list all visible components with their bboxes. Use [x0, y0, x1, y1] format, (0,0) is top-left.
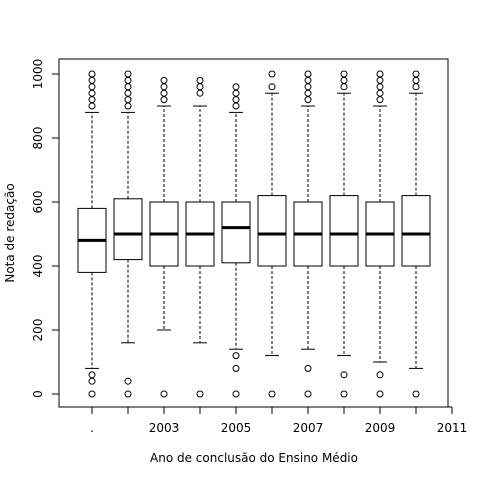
outlier-point: [160, 89, 168, 97]
outlier-point: [340, 371, 348, 379]
outlier-point: [340, 70, 348, 78]
box-group: [77, 70, 107, 398]
outlier-point: [124, 102, 132, 110]
outlier-point: [304, 390, 312, 398]
x-tick-label: 2003: [149, 421, 180, 435]
outlier-point: [124, 377, 132, 385]
outlier-point: [88, 83, 96, 91]
outlier-point: [88, 371, 96, 379]
y-tick-label: 800: [31, 127, 45, 150]
outlier-point: [304, 76, 312, 84]
box-group: [293, 70, 323, 398]
y-axis: 0 200 400 600 800 1000: [31, 59, 60, 398]
outlier-point: [124, 83, 132, 91]
outlier-point: [304, 89, 312, 97]
iqr-box: [113, 198, 143, 261]
x-tick-label: 2005: [221, 421, 252, 435]
outlier-point: [412, 83, 420, 91]
y-axis-title: Nota de redação: [3, 183, 17, 282]
outlier-point: [304, 96, 312, 104]
outlier-point: [304, 70, 312, 78]
outlier-point: [268, 70, 276, 78]
outlier-point: [88, 70, 96, 78]
outlier-point: [232, 352, 240, 360]
outlier-point: [88, 390, 96, 398]
box-group: [149, 76, 179, 398]
x-tick-label: 2011: [437, 421, 468, 435]
y-tick-label: 400: [31, 255, 45, 278]
box-group: [113, 70, 143, 398]
box-group: [329, 70, 359, 398]
x-axis-title: Ano de conclusão do Ensino Médio: [150, 451, 358, 465]
iqr-box: [257, 195, 287, 267]
outlier-point: [160, 83, 168, 91]
outlier-point: [88, 96, 96, 104]
outlier-point: [412, 390, 420, 398]
outlier-point: [376, 371, 384, 379]
outlier-point: [304, 83, 312, 91]
y-tick-label: 600: [31, 191, 45, 214]
box-group: [221, 83, 251, 398]
outlier-point: [304, 364, 312, 372]
outlier-point: [160, 390, 168, 398]
outlier-point: [88, 102, 96, 110]
outlier-point: [412, 76, 420, 84]
outlier-point: [268, 83, 276, 91]
outlier-point: [88, 76, 96, 84]
outlier-point: [268, 390, 276, 398]
outlier-point: [88, 89, 96, 97]
x-tick-label: 2009: [365, 421, 396, 435]
boxes-layer: [77, 70, 431, 398]
outlier-point: [340, 83, 348, 91]
iqr-box: [221, 201, 251, 264]
outlier-point: [376, 70, 384, 78]
box-group: [401, 70, 431, 398]
outlier-point: [376, 96, 384, 104]
outlier-point: [376, 76, 384, 84]
outlier-point: [232, 83, 240, 91]
outlier-point: [340, 390, 348, 398]
box-group: [365, 70, 395, 398]
outlier-point: [124, 70, 132, 78]
outlier-point: [196, 76, 204, 84]
iqr-box: [401, 195, 431, 267]
outlier-point: [376, 89, 384, 97]
outlier-point: [232, 364, 240, 372]
outlier-point: [124, 390, 132, 398]
outlier-point: [196, 390, 204, 398]
outlier-point: [160, 76, 168, 84]
y-tick-label: 200: [31, 319, 45, 342]
outlier-point: [232, 390, 240, 398]
box-group: [257, 70, 287, 398]
outlier-point: [196, 89, 204, 97]
outlier-point: [376, 390, 384, 398]
outlier-point: [160, 96, 168, 104]
x-tick-label: .: [90, 421, 94, 435]
outlier-point: [88, 377, 96, 385]
outlier-point: [124, 96, 132, 104]
outlier-point: [124, 76, 132, 84]
outlier-point: [412, 70, 420, 78]
iqr-box: [329, 195, 359, 267]
outlier-point: [232, 89, 240, 97]
y-tick-label: 1000: [31, 59, 45, 90]
outlier-point: [232, 96, 240, 104]
x-axis: . 2003 2005 2007 2009 2011: [90, 406, 468, 435]
outlier-point: [340, 76, 348, 84]
box-group: [185, 76, 215, 398]
outlier-point: [124, 89, 132, 97]
x-tick-label: 2007: [293, 421, 324, 435]
outlier-point: [232, 102, 240, 110]
outlier-point: [196, 83, 204, 91]
outlier-point: [376, 83, 384, 91]
y-tick-label: 0: [31, 390, 45, 398]
